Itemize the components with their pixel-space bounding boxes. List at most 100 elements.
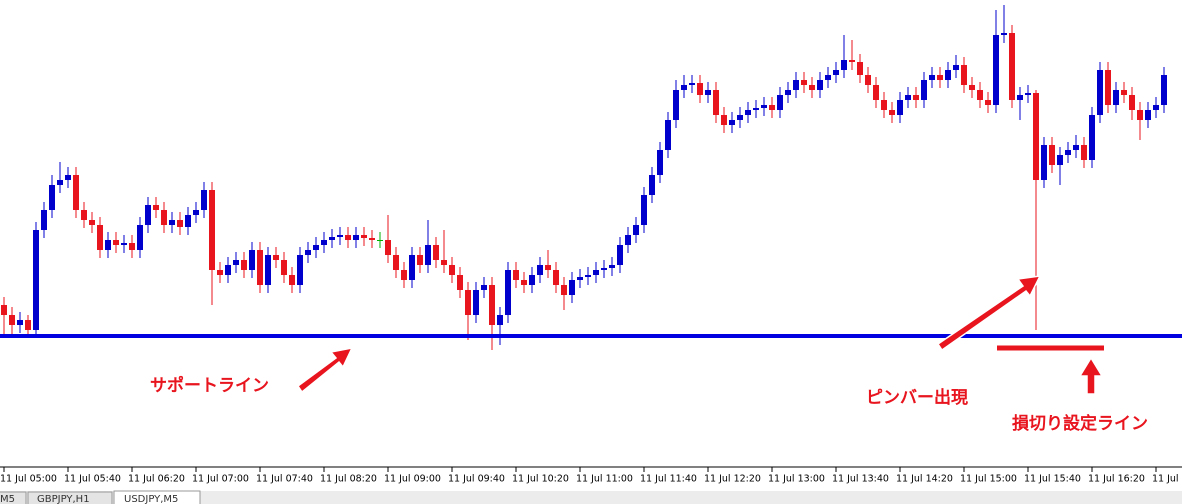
tab-active[interactable] [113,490,201,504]
candle-body [473,290,479,315]
candle-body [1025,93,1031,95]
x-tick-label: 11 Jul 13:00 [768,474,825,485]
candle-body [929,75,935,80]
candle-body [633,225,639,235]
candle-body [209,190,215,270]
candle-body [481,285,487,290]
candle-body [449,265,455,275]
candle-body [745,110,751,115]
tab-label[interactable]: GBPJPY,H1 [37,494,90,504]
candle-body [489,285,495,325]
candle-body [337,235,343,237]
candle-body [1105,70,1111,105]
candle-body [817,80,823,90]
candle-body [313,245,319,250]
candle-body [17,320,23,325]
annotation: サポートライン [150,375,269,396]
tab[interactable] [0,491,27,504]
candle-body [753,108,759,110]
x-tick-label: 11 Jul 05:00 [0,474,57,485]
candle-body [857,62,863,75]
candle-body [921,80,927,100]
tab-label[interactable]: M5 [0,494,15,504]
x-tick-label: 11 Jul [1152,474,1179,485]
x-tick-label: 11 Jul 10:20 [512,474,569,485]
candle-body [273,255,279,260]
annotation: 損切り設定ライン [1012,413,1148,434]
candle-body [441,260,447,265]
candle-body [105,240,111,250]
candle-body [153,205,159,210]
candle-body [353,235,359,240]
candle-body [537,265,543,275]
tab-label[interactable]: USDJPY,M5 [124,494,178,504]
candle-body [985,100,991,105]
candle-body [193,210,199,215]
candle-body [681,85,687,90]
candle-body [993,35,999,105]
candle-body [1073,145,1079,150]
candle-body [881,100,887,110]
candle-body [65,175,71,180]
x-tick-label: 11 Jul 14:20 [896,474,953,485]
candle-body [73,175,79,210]
candle-body [889,110,895,115]
candle-body [849,60,855,62]
candle-body [513,270,519,280]
candle-body [1041,145,1047,180]
candle-body [905,95,911,100]
candle-body [297,255,303,285]
candle-body [129,243,135,250]
candle-body [665,120,671,150]
x-tick-label: 11 Jul 15:40 [1024,474,1081,485]
candle-body [145,205,151,225]
candle-body [1001,33,1007,35]
candle-body [729,120,735,125]
candle-body [617,245,623,265]
candle-body [321,240,327,245]
candle-body [1049,145,1055,165]
candle-body [505,270,511,315]
candle-body [785,90,791,95]
candle-body [961,65,967,85]
candle-body [953,65,959,70]
candle-body [393,255,399,270]
x-tick-label: 11 Jul 07:40 [256,474,313,485]
arrow [1078,356,1104,395]
candle-body [713,90,719,115]
candle-body [89,220,95,225]
candle-body [233,260,239,265]
x-tick-label: 11 Jul 15:00 [960,474,1017,485]
x-tick-label: 11 Jul 05:40 [64,474,121,485]
annotation: ピンバー出現 [866,387,968,408]
candle-body [497,315,503,325]
candle-body [81,210,87,220]
candle-body [761,105,767,108]
candle-body [401,270,407,280]
candle-body [1153,105,1159,110]
candle-body [169,220,175,225]
candle-body [1057,155,1063,165]
candle-body [1137,110,1143,120]
candle-body [529,275,535,285]
candle-body [809,85,815,90]
candle-body [225,265,231,275]
candle-body [417,255,423,265]
candle-body [873,85,879,100]
arrow [936,275,1042,352]
candle-body [793,80,799,90]
candle-body [937,75,943,80]
candle-body [1121,90,1127,95]
tab[interactable] [27,491,113,504]
candle-body [1129,95,1135,110]
candle-body [769,105,775,110]
candle-body [1097,70,1103,115]
candle-body [33,230,39,330]
candle-body [433,245,439,260]
candle-body [121,243,127,245]
candle-body [305,250,311,255]
candle-body [969,85,975,90]
candle-body [361,235,367,238]
candle-body [601,268,607,270]
candle-body [385,240,391,255]
